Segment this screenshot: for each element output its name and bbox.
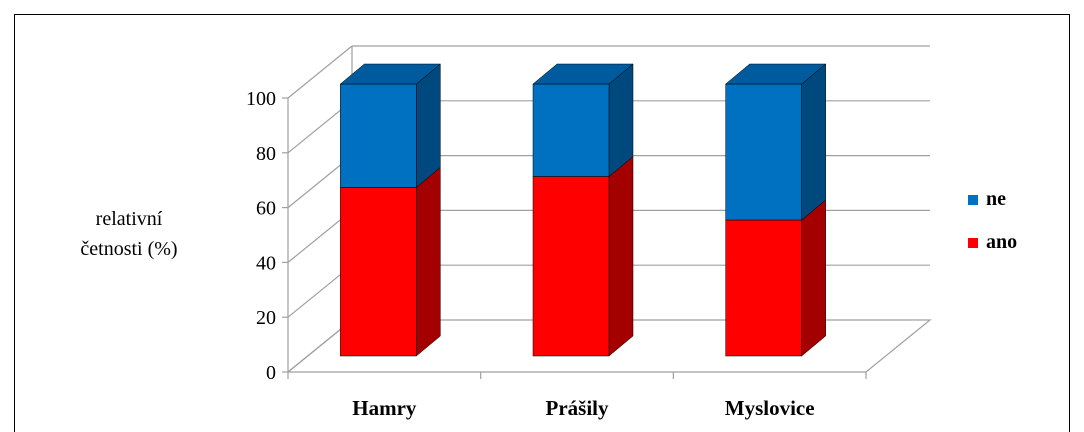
bar-side-ano: [801, 199, 826, 357]
bar-ne: [532, 83, 610, 177]
legend-label-ano: ano: [986, 231, 1017, 253]
category-label: Myslovice: [725, 396, 815, 420]
bar-ano: [532, 176, 610, 357]
bar-side-ano: [416, 166, 441, 357]
gridline-side: [287, 45, 353, 99]
bar-ne: [340, 83, 417, 188]
y-tick-label: 40: [256, 252, 276, 274]
bar-side-ne: [416, 63, 441, 188]
y-tick-label: 60: [256, 198, 276, 220]
legend-swatch-ano: [968, 238, 978, 248]
bar-top-ne: [532, 63, 634, 85]
floor-outline: [287, 319, 932, 373]
y-tick-label: 80: [256, 143, 276, 165]
y-axis-label: četnosti (%): [80, 238, 177, 260]
bar-top-ne: [339, 63, 442, 85]
y-axis-label: relativní: [96, 208, 163, 230]
bar-top-ne: [724, 63, 827, 85]
category-label: Hamry: [352, 396, 417, 420]
y-tick-label: 20: [256, 307, 276, 329]
legend-swatch-ne: [968, 195, 978, 205]
y-tick-label: 0: [266, 362, 276, 384]
y-tick-label: 100: [246, 88, 276, 110]
bar-side-ne: [801, 63, 826, 221]
legend-label-ne: ne: [986, 188, 1006, 210]
category-label: Prášily: [546, 396, 609, 420]
bar-ne: [725, 83, 802, 221]
bar-side-ano: [608, 155, 634, 357]
bar-ano: [725, 219, 802, 357]
bar-ano: [340, 187, 417, 357]
